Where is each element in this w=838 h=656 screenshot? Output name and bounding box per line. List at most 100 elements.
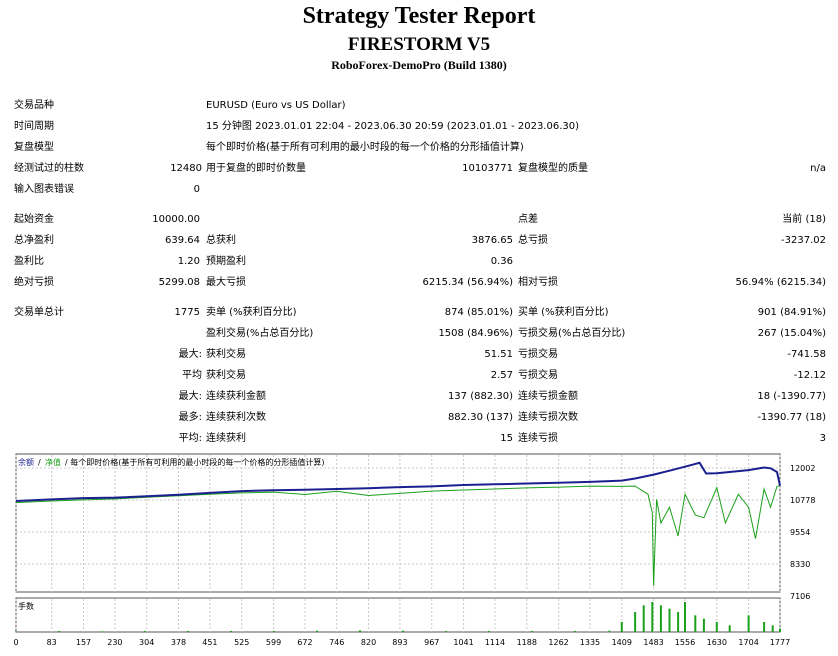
volume-bar	[530, 631, 533, 632]
model-label: 复盘模型	[14, 142, 54, 153]
max-consecutive-wins-label: 连续获利金额	[206, 391, 266, 402]
max-consecutive-losses-label: 连续亏损金额	[518, 391, 578, 402]
x-tick-label: 746	[329, 638, 344, 647]
volume-bar	[358, 630, 361, 632]
x-tick-label: 378	[171, 638, 186, 647]
bars-value: 12480	[170, 163, 202, 174]
volume-bar	[143, 631, 146, 632]
volume-bar	[186, 631, 189, 632]
volume-bar	[272, 631, 275, 632]
legend-separator: /	[38, 458, 41, 467]
largest-label: 最大:	[178, 349, 202, 360]
largest-profit-label: 获利交易	[206, 349, 246, 360]
volume-bars	[15, 602, 781, 632]
x-tick-label: 230	[107, 638, 122, 647]
volume-bar	[229, 631, 232, 632]
y-tick-label: 7106	[790, 592, 810, 601]
short-positions-value: 874 (85.01%)	[444, 307, 513, 318]
volume-bar	[747, 615, 750, 632]
largest-loss-label: 亏损交易	[518, 349, 558, 360]
x-tick-label: 893	[392, 638, 407, 647]
gross-loss-label: 总亏损	[518, 235, 548, 246]
volume-bar	[620, 622, 623, 632]
absolute-drawdown-value: 5299.08	[158, 277, 200, 288]
x-tick-label: 157	[76, 638, 91, 647]
volume-bar	[668, 608, 671, 632]
average-label: 平均	[182, 370, 202, 381]
loss-trades-label: 亏损交易(%占总百分比)	[518, 328, 626, 339]
volume-bar	[728, 625, 731, 632]
max-consecutive-loss-value: -1390.77 (18)	[757, 412, 826, 423]
volume-bar	[683, 602, 686, 632]
x-tick-label: 1704	[738, 638, 758, 647]
x-tick-label: 820	[361, 638, 376, 647]
max-consecutive-profit-label: 连续获利次数	[206, 412, 266, 423]
average-consecutive-wins-label: 连续获利	[206, 433, 246, 444]
chart-grid	[15, 455, 781, 632]
period-label: 时间周期	[14, 121, 54, 132]
max-consecutive-losses-value: 18 (-1390.77)	[757, 391, 826, 402]
profit-factor-value: 1.20	[177, 256, 200, 267]
volume-bar	[573, 631, 576, 632]
volume-bar	[677, 612, 680, 632]
server-build: RoboForex-DemoPro (Build 1380)	[331, 58, 507, 72]
legend-equity: 净值	[45, 457, 61, 467]
spread-value: 当前 (18)	[782, 214, 826, 225]
x-tick-label: 451	[202, 638, 217, 647]
volume-bar	[779, 628, 781, 632]
volume-bar	[57, 631, 60, 632]
y-tick-label: 12002	[790, 464, 815, 473]
x-tick-label: 83	[47, 638, 57, 647]
gross-profit-value: 3876.65	[471, 235, 513, 246]
x-tick-label: 1483	[643, 638, 663, 647]
relative-drawdown-label: 相对亏损	[518, 277, 558, 288]
x-tick-label: 1114	[485, 638, 505, 647]
volume-bar	[315, 630, 318, 632]
x-tick-label: 1556	[675, 638, 695, 647]
x-tick-label: 1630	[707, 638, 727, 647]
average-loss-value: -12.12	[793, 370, 826, 381]
max-consecutive-wins-value: 137 (882.30)	[447, 391, 513, 402]
volume-bar	[763, 622, 766, 632]
volume-bar	[100, 631, 103, 632]
absolute-drawdown-label: 绝对亏损	[14, 277, 54, 288]
x-tick-label: 1188	[517, 638, 537, 647]
spread-label: 点差	[518, 214, 538, 225]
x-tick-label: 967	[424, 638, 439, 647]
x-tick-label: 1262	[548, 638, 568, 647]
symbol-value: EURUSD (Euro vs US Dollar)	[206, 100, 346, 111]
volume-plot-area	[15, 597, 781, 633]
x-tick-label: 525	[234, 638, 249, 647]
ticks-label: 用于复盘的即时价数量	[206, 163, 306, 174]
x-tick-label: 1335	[580, 638, 600, 647]
x-tick-label: 599	[266, 638, 281, 647]
y-tick-label: 10778	[790, 496, 815, 505]
report-title: Strategy Tester Report	[302, 3, 536, 29]
largest-loss-value: -741.58	[787, 349, 826, 360]
max-drawdown-value: 6215.34 (56.94%)	[422, 277, 513, 288]
profit-trades-value: 1508 (84.96%)	[438, 328, 513, 339]
period-value: 15 分钟图 2023.01.01 22:04 - 2023.06.30 20:…	[206, 121, 580, 132]
x-axis-ticks: 0 83 157 230 304 378 451 525 599 672 746 820 893 967 1…	[13, 638, 790, 647]
ea-name: FIRESTORM V5	[347, 34, 491, 55]
max-drawdown-label: 最大亏损	[206, 277, 246, 288]
equity-line	[15, 485, 781, 586]
net-profit-value: 639.64	[165, 235, 200, 246]
average-consecutive-label: 平均:	[178, 433, 202, 444]
volume-bar	[444, 631, 447, 632]
volume-bar	[702, 618, 705, 632]
average-profit-value: 2.57	[490, 370, 513, 381]
errors-label: 输入图表错误	[14, 184, 74, 195]
volume-bar	[694, 615, 697, 632]
total-trades-label: 交易单总计	[14, 307, 64, 318]
balance-equity-chart: 余额 / 净值 / 每个即时价格(基于所有可利用的最小时段的每一个价格的分形插值…	[13, 453, 815, 647]
average-loss-label: 亏损交易	[518, 370, 558, 381]
quality-label: 复盘模型的质量	[518, 163, 588, 174]
volume-bar	[642, 605, 645, 632]
volume-bar	[715, 622, 718, 632]
gross-profit-label: 总获利	[206, 235, 236, 246]
bars-label: 经测试过的柱数	[14, 163, 84, 174]
max-consecutive-loss-label: 连续亏损次数	[518, 412, 578, 423]
x-tick-label: 304	[139, 638, 154, 647]
maximal-label: 最多:	[178, 412, 202, 423]
